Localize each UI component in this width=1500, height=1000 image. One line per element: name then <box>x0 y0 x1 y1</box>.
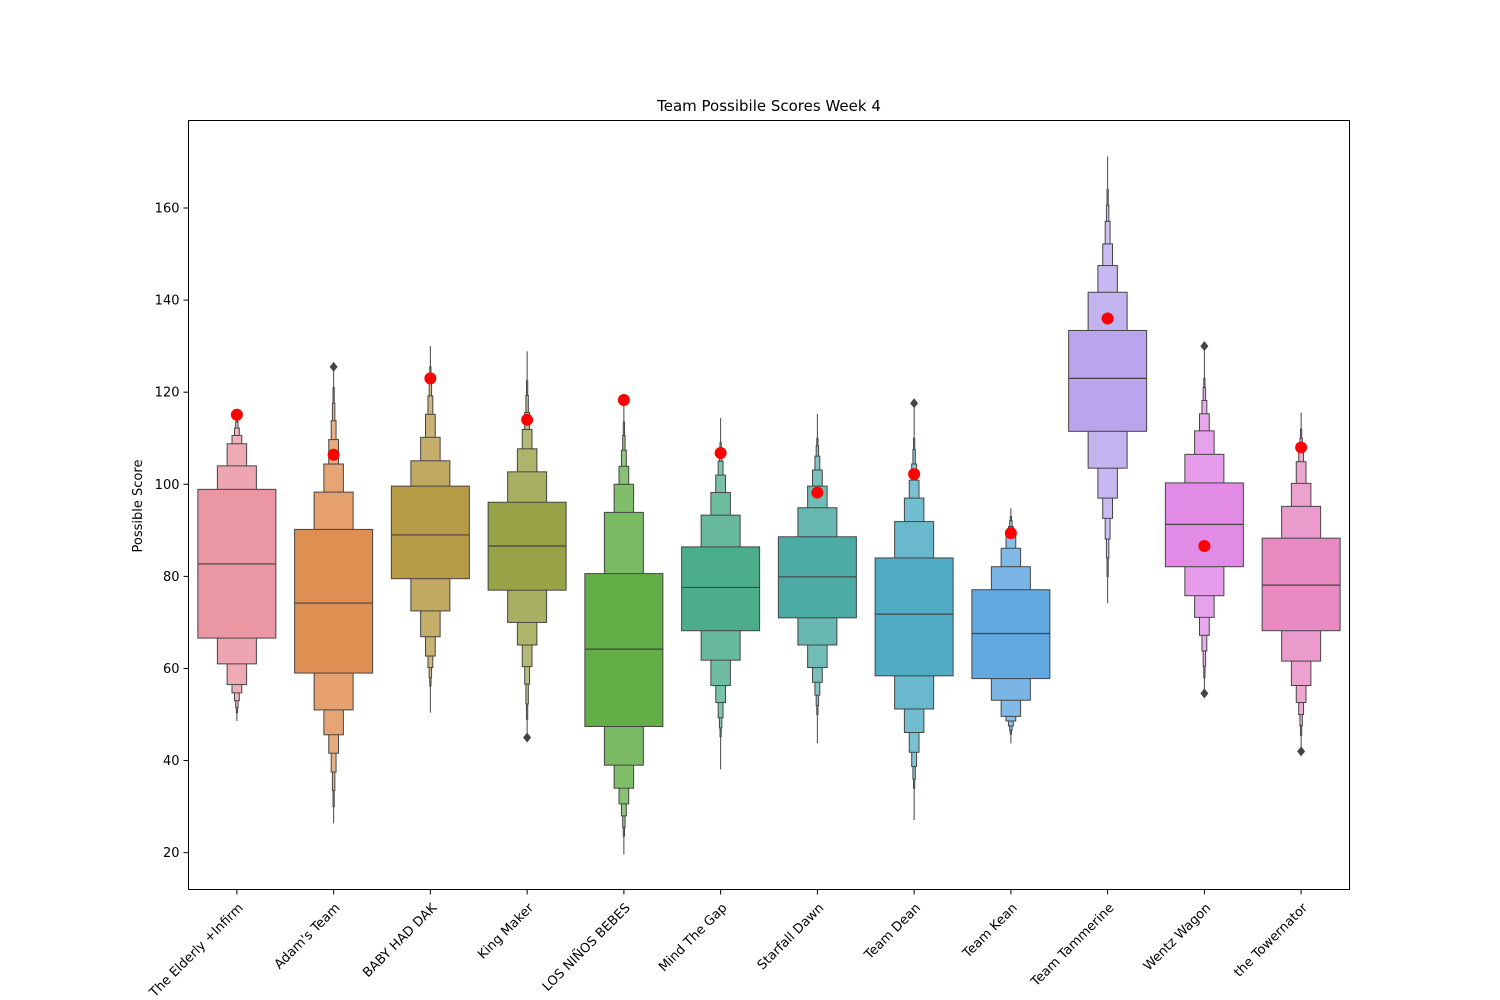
boxen-box <box>584 573 664 727</box>
y-tick-label: 20 <box>163 846 180 861</box>
boxen-group <box>487 351 567 743</box>
score-dot <box>521 413 534 426</box>
boxen-box <box>874 557 954 677</box>
score-dot <box>714 446 727 459</box>
x-tick-label: King Maker <box>475 900 537 962</box>
x-tick-label: the Towernator <box>1231 900 1311 980</box>
boxen-box <box>1261 537 1341 632</box>
plot-area-frame <box>188 120 1350 890</box>
boxen-group <box>1164 341 1244 699</box>
x-tick-label: Team Kean <box>959 901 1020 962</box>
outlier-marker <box>1297 746 1306 757</box>
score-dot <box>1198 539 1211 552</box>
boxen-box <box>390 485 470 580</box>
x-tick-label: The Elderly +Infirm <box>146 901 246 1000</box>
chart-title: Team Possibile Scores Week 4 <box>656 97 881 115</box>
outlier-marker <box>1200 688 1209 699</box>
boxen-group <box>584 394 664 855</box>
boxen-group <box>777 413 857 744</box>
score-dot <box>327 448 340 461</box>
y-tick-label: 160 <box>155 201 180 216</box>
y-tick-label: 120 <box>155 386 180 401</box>
y-tick-label: 80 <box>163 570 180 585</box>
x-tick-label: Wentz Wagon <box>1141 901 1214 974</box>
x-tick-label: LOS NIÑOS BEBES <box>539 900 634 995</box>
score-dot <box>811 486 824 499</box>
outlier-marker <box>910 398 919 409</box>
score-dot <box>230 408 243 421</box>
boxen-group <box>1261 412 1341 757</box>
outlier-marker <box>329 361 338 372</box>
y-axis: 20 40 60 80 100 120 140 160 <box>155 201 189 861</box>
x-tick-label: Team Dean <box>861 901 924 964</box>
x-tick-label: Adam's Team <box>272 901 344 973</box>
score-dot <box>617 394 630 407</box>
boxen-box <box>681 546 761 632</box>
boxen-group <box>197 415 277 721</box>
x-tick-label: Team Tammerine <box>1028 901 1118 991</box>
y-tick-label: 40 <box>163 754 180 769</box>
y-tick-label: 140 <box>155 294 180 309</box>
score-dot <box>1295 441 1308 454</box>
y-axis-label: Possible Score <box>131 460 146 553</box>
score-dot <box>1101 312 1114 325</box>
y-tick-label: 100 <box>155 478 180 493</box>
score-dot <box>1004 527 1017 540</box>
boxen-group <box>971 508 1051 744</box>
boxen-group <box>390 346 470 713</box>
x-tick-label: Mind The Gap <box>656 901 730 975</box>
boxen-box <box>1068 329 1148 432</box>
boxen-group <box>874 398 954 820</box>
x-tick-label: BABY HAD DAK <box>360 900 440 980</box>
score-dot <box>908 468 921 481</box>
x-tick-label: Starfall Dawn <box>755 901 827 973</box>
x-axis: The Elderly +Infirm Adam's Team BABY HAD D… <box>146 889 1311 1000</box>
boxen-box <box>971 589 1051 680</box>
boxen-group <box>681 417 761 770</box>
outlier-marker <box>523 732 532 743</box>
y-tick-label: 60 <box>163 662 180 677</box>
plot-marks <box>197 156 1341 855</box>
boxen-group <box>294 361 374 824</box>
outlier-marker <box>1200 341 1209 352</box>
boxen-box <box>294 528 374 674</box>
boxen-group <box>1068 156 1148 604</box>
score-dot <box>424 372 437 385</box>
